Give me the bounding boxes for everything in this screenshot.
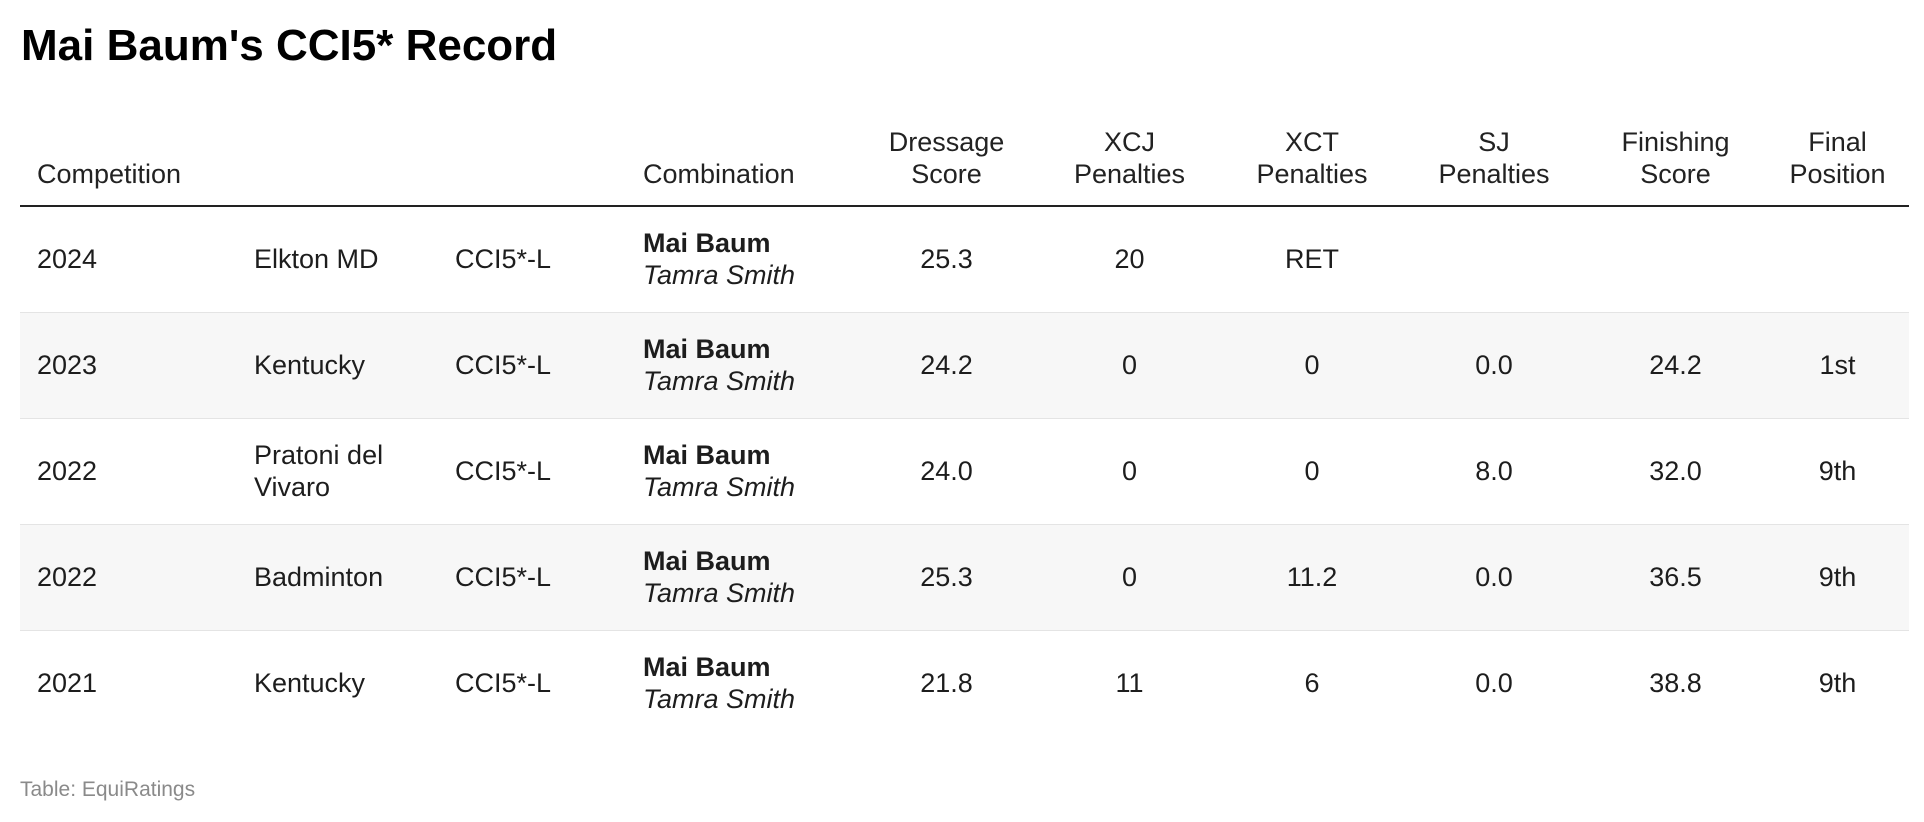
cell-xcj-penalties: 0 <box>1038 418 1222 525</box>
cell-sj-penalties: 0.0 <box>1403 312 1586 419</box>
cell-year: 2022 <box>20 524 237 631</box>
table-row: 2023 Kentucky CCI5*-L Mai Baum Tamra Smit… <box>20 312 1910 419</box>
cell-dressage-score: 24.2 <box>855 312 1039 419</box>
header-label-line: Final <box>1808 127 1867 157</box>
cell-xct-penalties: RET <box>1221 206 1404 313</box>
cell-sj-penalties: 0.0 <box>1403 524 1586 631</box>
header-row: Competition Combination Dressage Score XC… <box>20 120 1910 207</box>
cell-finishing-score <box>1585 206 1767 313</box>
cell-year: 2022 <box>20 418 237 525</box>
table-row: 2024 Elkton MD CCI5*-L Mai Baum Tamra Smi… <box>20 206 1910 313</box>
cell-combination: Mai Baum Tamra Smith <box>626 524 856 631</box>
cell-xct-penalties: 6 <box>1304 668 1320 699</box>
cell-combination: Mai Baum Tamra Smith <box>626 418 856 525</box>
header-xct-penalties: XCT Penalties <box>1221 120 1404 207</box>
rider-name: Tamra Smith <box>643 578 796 608</box>
cell-final-position: 9th <box>1766 524 1910 631</box>
table-row: 2021 Kentucky CCI5*-L Mai Baum Tamra Smit… <box>20 630 1909 736</box>
horse-name: Mai Baum <box>643 546 771 576</box>
header-label-line: XCT <box>1285 127 1340 157</box>
header-label-line: Score <box>911 159 982 189</box>
horse-name: Mai Baum <box>643 228 771 259</box>
horse-name: Mai Baum <box>643 334 771 364</box>
cell-final-position <box>1766 206 1910 313</box>
horse-name: Mai Baum <box>643 652 771 683</box>
cell-combination: Mai Baum Tamra Smith <box>626 630 855 736</box>
rider-name: Tamra Smith <box>643 260 796 291</box>
cell-year: 2023 <box>20 312 237 419</box>
cell-final-position: 9th <box>1766 418 1910 525</box>
source-note: Table: EquiRatings <box>20 778 196 801</box>
header-label-line: Penalties <box>1256 159 1368 189</box>
header-xcj-penalties: XCJ Penalties <box>1038 120 1222 207</box>
record-table: Competition Combination Dressage Score XC… <box>20 120 1910 736</box>
cell-dressage-score: 25.3 <box>855 524 1039 631</box>
cell-level: CCI5*-L <box>438 312 627 419</box>
header-label-line: Penalties <box>1438 159 1550 189</box>
cell-venue: Kentucky <box>237 312 438 419</box>
cell-venue: Kentucky <box>254 668 366 699</box>
cell-xct-penalties: 11.2 <box>1221 524 1404 631</box>
header-label-line: Dressage <box>888 127 1005 157</box>
cell-level: CCI5*-L <box>438 206 627 313</box>
header-label-line: XCJ <box>1104 127 1156 157</box>
cell-level: CCI5*-L <box>438 524 627 631</box>
cell-finishing-score: 32.0 <box>1585 418 1767 525</box>
cell-level: CCI5*-L <box>438 418 627 525</box>
cell-dressage-score: 21.8 <box>920 668 973 699</box>
rider-name: Tamra Smith <box>643 472 796 502</box>
table-title: Mai Baum's CCI5* Record <box>21 21 558 70</box>
cell-dressage-score: 24.0 <box>855 418 1039 525</box>
table-row: 2022 Badminton CCI5*-L Mai Baum Tamra Smi… <box>20 524 1910 631</box>
header-combination: Combination <box>626 120 856 207</box>
cell-year: 2021 <box>37 668 98 699</box>
cell-sj-penalties <box>1403 206 1586 313</box>
header-label-line: Finishing <box>1621 127 1730 157</box>
header-competition: Competition <box>20 120 627 207</box>
cell-venue: Pratoni del Vivaro <box>237 418 438 525</box>
cell-final-position: 1st <box>1766 312 1910 419</box>
header-dressage-score: Dressage Score <box>855 120 1039 207</box>
table-row: 2022 Pratoni del Vivaro CCI5*-L Mai Baum… <box>20 418 1910 525</box>
cell-final-position: 9th <box>1818 668 1857 699</box>
horse-name: Mai Baum <box>643 440 771 470</box>
rider-name: Tamra Smith <box>643 366 796 396</box>
cell-finishing-score: 24.2 <box>1585 312 1767 419</box>
header-final-position: Final Position <box>1766 120 1910 207</box>
cell-xcj-penalties: 11 <box>1115 668 1144 699</box>
header-sj-penalties: SJ Penalties <box>1403 120 1586 207</box>
cell-dressage-score: 25.3 <box>855 206 1039 313</box>
header-label-line: SJ <box>1478 127 1510 157</box>
cell-finishing-score: 36.5 <box>1585 524 1767 631</box>
header-finishing-score: Finishing Score <box>1585 120 1767 207</box>
header-label-line: Penalties <box>1073 159 1186 189</box>
cell-year: 2024 <box>20 206 237 313</box>
cell-finishing-score: 38.8 <box>1649 668 1702 699</box>
rider-name: Tamra Smith <box>643 684 796 715</box>
header-label-line: Score <box>1640 159 1711 189</box>
cell-combination: Mai Baum Tamra Smith <box>626 206 856 313</box>
cell-xcj-penalties: 0 <box>1038 524 1222 631</box>
cell-venue: Elkton MD <box>237 206 438 313</box>
cell-level: CCI5*-L <box>455 668 552 699</box>
cell-xct-penalties: 0 <box>1221 312 1404 419</box>
cell-xct-penalties: 0 <box>1221 418 1404 525</box>
header-label-line: Position <box>1789 159 1886 189</box>
cell-combination: Mai Baum Tamra Smith <box>626 312 856 419</box>
cell-sj-penalties: 0.0 <box>1475 668 1513 699</box>
cell-xcj-penalties: 20 <box>1038 206 1222 313</box>
cell-xcj-penalties: 0 <box>1038 312 1222 419</box>
cell-venue: Badminton <box>237 524 438 631</box>
cell-sj-penalties: 8.0 <box>1403 418 1586 525</box>
